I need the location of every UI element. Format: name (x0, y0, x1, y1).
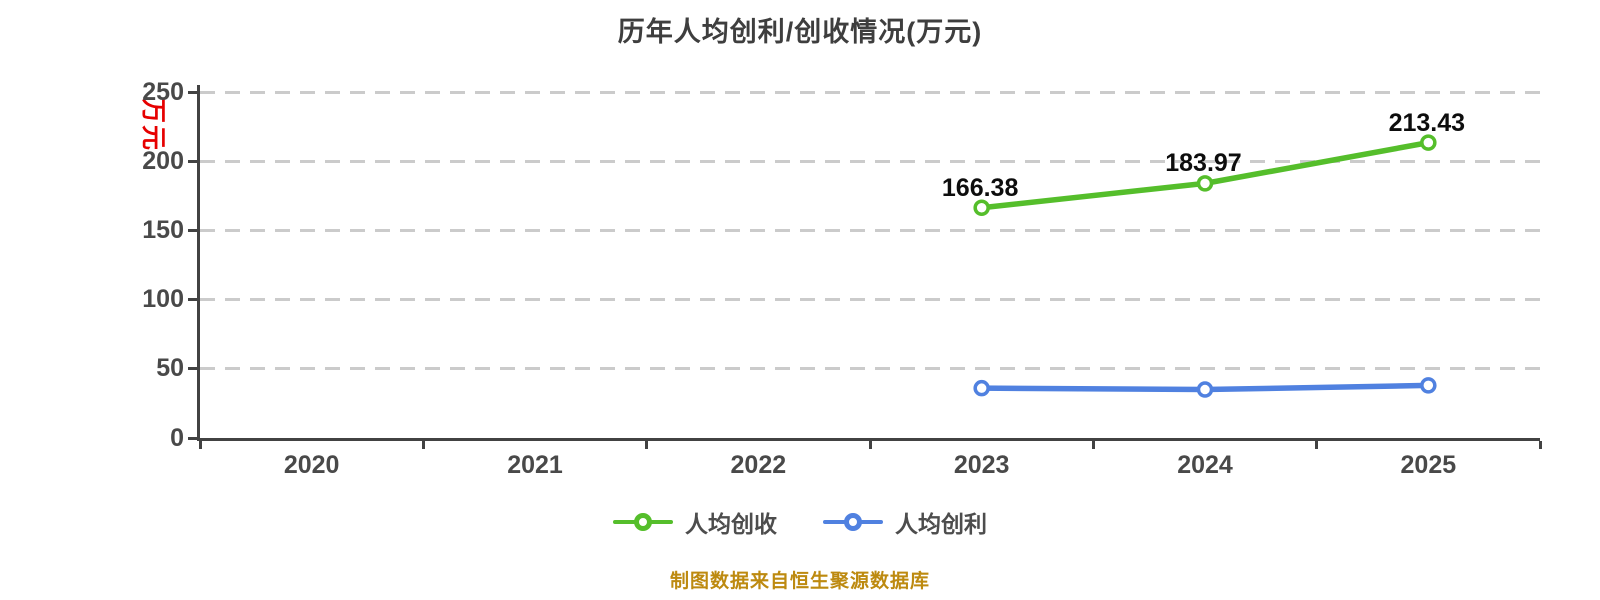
x-tick-label-2022: 2022 (730, 451, 787, 479)
gridline-50 (200, 367, 1540, 371)
plot-area: 0 50 100 150 200 250 2020 2021 2022 2023 2024 2025 1… (142, 79, 1542, 479)
per-capita-profit-marker[interactable] (1420, 377, 1437, 394)
per-capita-profit-legend-marker-icon (823, 508, 883, 536)
x-tick-label-2023: 2023 (953, 451, 1010, 479)
y-tick-label: 0 (170, 423, 184, 452)
y-axis-tick (188, 298, 197, 302)
x-tick-label-2021: 2021 (507, 451, 563, 479)
per-capita-revenue-marker[interactable] (1420, 134, 1437, 151)
y-axis-tick (188, 228, 197, 232)
chart-title: 历年人均创利/创收情况(万元) (617, 17, 983, 47)
x-axis-tick (421, 441, 425, 449)
x-axis-tick (1538, 441, 1542, 449)
gridline-200 (200, 159, 1540, 163)
per-capita-revenue-legend-marker-icon (613, 508, 673, 536)
series-plot (973, 134, 1437, 398)
y-axis-tick (188, 159, 197, 163)
gridline-150 (200, 228, 1540, 232)
x-axis-tick (1315, 441, 1319, 449)
legend-label: 人均创利 (895, 511, 987, 537)
gridline-250 (200, 90, 1540, 94)
y-axis-line (197, 85, 200, 441)
y-tick-label: 200 (142, 146, 184, 175)
x-axis-line (197, 438, 1540, 441)
x-axis-tick (198, 441, 202, 449)
y-tick-label: 150 (142, 215, 184, 244)
legend-item-per-capita-profit[interactable]: 人均创利 (823, 505, 987, 539)
per-capita-revenue-marker[interactable] (973, 199, 990, 216)
y-axis-tick (188, 90, 197, 94)
per-capita-revenue-marker[interactable] (1196, 175, 1214, 192)
y-axis-unit-label: 万元 (139, 97, 167, 153)
data-source-note: 制图数据来自恒生聚源数据库 (669, 571, 930, 592)
per-capita-revenue-value-label: 183.97 (1165, 149, 1242, 178)
x-tick-label-2020: 2020 (283, 451, 340, 479)
gridline-100 (200, 298, 1540, 302)
y-tick-label: 100 (142, 285, 184, 314)
x-tick-label-2025: 2025 (1400, 451, 1457, 479)
legend-marker-dot (634, 513, 652, 531)
per-capita-profit-marker[interactable] (973, 379, 990, 397)
per-capita-profit-marker[interactable] (1196, 381, 1214, 398)
x-axis-tick (868, 441, 872, 449)
y-tick-label: 50 (156, 354, 184, 383)
per-capita-revenue-value-label: 166.38 (941, 173, 1019, 202)
x-tick-label-2024: 2024 (1177, 451, 1233, 479)
y-tick-label: 250 (142, 77, 184, 106)
legend-label: 人均创收 (685, 511, 777, 537)
legend-item-per-capita-revenue[interactable]: 人均创收 (613, 505, 777, 539)
y-axis-tick (188, 436, 197, 440)
x-axis-tick (1091, 441, 1095, 449)
per-capita-revenue-value-label: 213.43 (1388, 108, 1466, 137)
x-axis-tick (645, 441, 649, 449)
legend-marker-dot (844, 513, 862, 531)
y-axis-tick (188, 367, 197, 371)
legend: 人均创收 人均创利 (0, 505, 1600, 539)
